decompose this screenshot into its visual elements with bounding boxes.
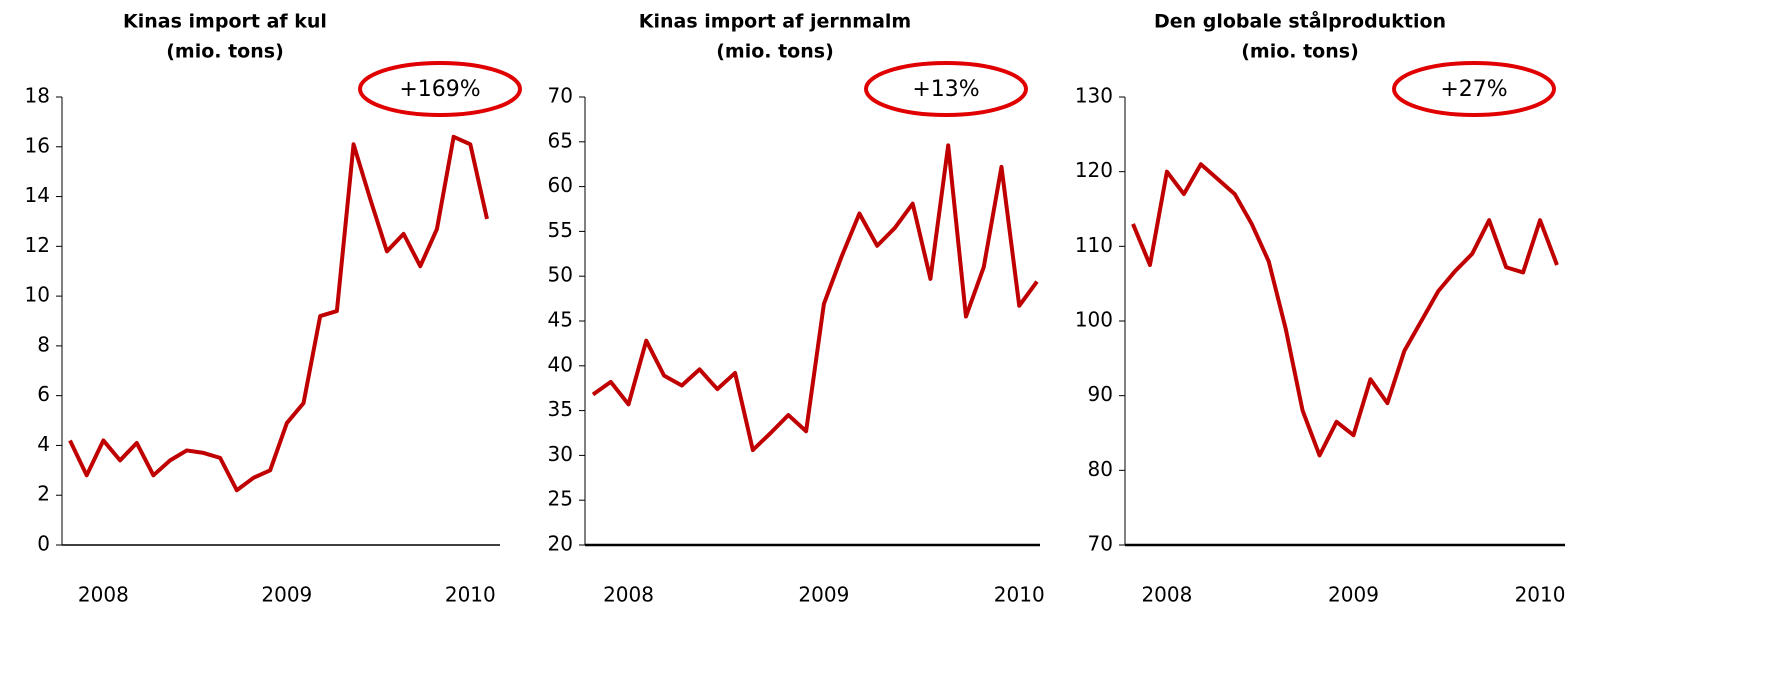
chart-title: (mio. tons)	[166, 41, 284, 63]
annotation: +13%	[912, 77, 979, 102]
y-tick-label: 50	[548, 263, 573, 287]
y-tick-label: 80	[1088, 457, 1113, 481]
annotation: +27%	[1440, 77, 1507, 102]
series-line	[591, 143, 1039, 453]
y-tick-label: 120	[1075, 158, 1113, 182]
y-tick-label: 10	[25, 283, 50, 307]
chart-title: (mio. tons)	[1241, 41, 1359, 63]
y-tick-label: 14	[25, 183, 50, 207]
chart-title: Den globale stålproduktion	[1154, 9, 1446, 33]
annotation-ellipse	[1392, 61, 1556, 117]
y-tick-label: 110	[1075, 233, 1113, 257]
y-tick-label: 100	[1075, 308, 1113, 332]
y-tick-label: 18	[25, 84, 50, 108]
chart-title: Kinas import af jernmalm	[639, 11, 911, 33]
x-tick-label: 2009	[1328, 583, 1379, 607]
series-line	[68, 134, 489, 493]
x-tick-label: 2009	[798, 583, 849, 607]
y-tick-label: 70	[1088, 532, 1113, 556]
annotation-ellipse	[358, 61, 522, 117]
x-tick-label: 2010	[994, 583, 1045, 607]
annotation-ellipse	[864, 61, 1028, 117]
y-tick-label: 45	[548, 308, 573, 332]
y-tick-label: 60	[548, 173, 573, 197]
x-tick-label: 2008	[603, 583, 654, 607]
y-tick-label: 12	[25, 233, 50, 257]
x-tick-label: 2008	[1141, 583, 1192, 607]
series-line	[1131, 162, 1559, 458]
annotation: +169%	[399, 77, 480, 102]
y-tick-label: 55	[548, 218, 573, 242]
y-tick-label: 40	[548, 352, 573, 376]
y-tick-label: 70	[548, 84, 573, 108]
y-tick-label: 0	[37, 532, 50, 556]
y-tick-label: 16	[25, 133, 50, 157]
y-tick-label: 65	[548, 128, 573, 152]
y-tick-label: 130	[1075, 84, 1113, 108]
x-tick-label: 2010	[1515, 583, 1566, 607]
x-tick-label: 2010	[445, 583, 496, 607]
x-tick-label: 2008	[78, 583, 129, 607]
y-tick-label: 20	[548, 532, 573, 556]
x-tick-label: 2009	[261, 583, 312, 607]
y-tick-label: 8	[37, 332, 50, 356]
y-tick-label: 2	[37, 482, 50, 506]
y-tick-label: 35	[548, 397, 573, 421]
y-tick-label: 90	[1088, 382, 1113, 406]
chart-title: Kinas import af kul	[123, 11, 327, 33]
y-tick-label: 25	[548, 487, 573, 511]
chart-title: (mio. tons)	[716, 41, 834, 63]
y-tick-label: 6	[37, 382, 50, 406]
y-tick-label: 4	[37, 432, 50, 456]
y-tick-label: 30	[548, 442, 573, 466]
